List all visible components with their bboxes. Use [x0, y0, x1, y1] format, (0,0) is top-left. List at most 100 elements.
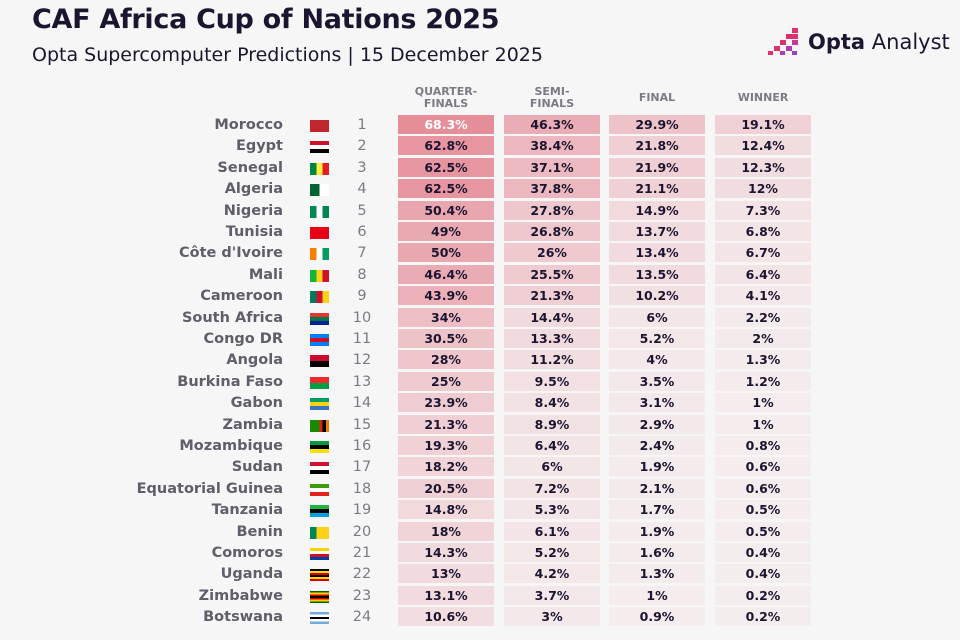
table-row: Uganda 22 13% 4.2% 1.3% 0.4% — [0, 564, 960, 585]
rank: 23 — [352, 587, 372, 604]
probability-cell: 8.9% — [504, 414, 600, 434]
table-row: Algeria 4 62.5% 37.8% 21.1% 12% — [0, 179, 960, 200]
probability-cell: 18.2% — [398, 457, 494, 477]
team-name: Cameroon — [200, 288, 283, 305]
probability-cell: 21.3% — [398, 414, 494, 434]
probability-cell: 68.3% — [398, 115, 494, 134]
probability-cell: 0.5% — [715, 521, 811, 541]
team-flag-icon — [310, 398, 329, 411]
probability-cell: 46.4% — [398, 264, 494, 284]
opta-logo-icon — [768, 28, 798, 55]
team-flag-icon — [310, 505, 329, 518]
team-name: Tanzania — [211, 502, 283, 519]
probability-cell: 1% — [715, 393, 811, 413]
header-winner: WINNER — [737, 91, 789, 104]
probability-cell: 37.1% — [504, 157, 600, 177]
team-flag-icon — [310, 441, 329, 453]
team-flag-icon — [310, 162, 329, 175]
header-semi-finals: SEMI- FINALS — [529, 85, 575, 110]
probability-cell: 49% — [398, 222, 494, 241]
team-flag-icon — [310, 184, 329, 197]
probability-cell: 3.1% — [609, 393, 705, 413]
table-row: Tanzania 19 14.8% 5.3% 1.7% 0.5% — [0, 500, 960, 521]
probability-cell: 1.3% — [609, 564, 705, 584]
probability-cell: 0.4% — [715, 564, 811, 584]
team-flag-icon — [310, 355, 329, 368]
probability-cell: 6.8% — [715, 222, 811, 241]
probability-cell: 5.3% — [504, 500, 600, 520]
rank: 24 — [352, 609, 372, 626]
probability-cell: 21.1% — [609, 179, 705, 199]
team-name: Sudan — [231, 459, 283, 476]
team-flag-icon — [310, 334, 329, 346]
rank: 20 — [352, 523, 372, 540]
rank: 6 — [357, 224, 367, 240]
team-flag-icon — [310, 590, 329, 603]
team-name: Benin — [236, 523, 283, 540]
probability-cell: 2.2% — [715, 307, 811, 327]
team-name: Egypt — [235, 138, 283, 155]
rank: 5 — [357, 202, 367, 219]
team-flag-icon — [310, 227, 329, 239]
probability-cell: 13.3% — [504, 329, 600, 348]
rank: 17 — [352, 459, 372, 476]
probability-cell: 7.3% — [715, 200, 811, 220]
probability-cell: 21.3% — [504, 286, 600, 306]
opta-analyst-logo: Opta Analyst — [768, 28, 950, 56]
table-row: Côte d'Ivoire 7 50% 26% 13.4% 6.7% — [0, 243, 960, 264]
probability-cell: 13% — [398, 564, 494, 584]
probability-cell: 12.4% — [715, 136, 811, 156]
team-flag-icon — [310, 120, 329, 132]
probability-cell: 12.3% — [715, 157, 811, 177]
rank: 7 — [357, 245, 367, 262]
team-flag-icon — [310, 462, 329, 475]
probability-cell: 1.9% — [609, 521, 705, 541]
probability-cell: 11.2% — [504, 350, 600, 370]
probability-cell: 10.2% — [609, 286, 705, 306]
rank: 13 — [352, 373, 372, 390]
probability-cell: 4.2% — [504, 564, 600, 584]
team-flag-icon — [310, 376, 329, 389]
probability-cell: 6% — [504, 457, 600, 477]
team-name: Nigeria — [223, 202, 283, 219]
probability-cell: 37.8% — [504, 179, 600, 199]
team-name: Uganda — [220, 566, 283, 583]
probability-cell: 19.1% — [715, 115, 811, 134]
probability-cell: 13.7% — [609, 222, 705, 241]
team-name: Mali — [248, 266, 283, 283]
rank: 3 — [357, 159, 367, 176]
probability-cell: 2.9% — [609, 414, 705, 434]
probability-cell: 10.6% — [398, 607, 494, 627]
probability-cell: 26% — [504, 243, 600, 263]
team-name: South Africa — [181, 309, 283, 326]
logo-text-regular: Analyst — [865, 30, 950, 54]
rank: 9 — [357, 288, 367, 305]
rank: 16 — [352, 438, 372, 454]
probability-cell: 1.2% — [715, 371, 811, 391]
probability-cell: 20.5% — [398, 478, 494, 498]
probability-cell: 9.5% — [504, 371, 600, 391]
table-row: Benin 20 18% 6.1% 1.9% 0.5% — [0, 521, 960, 543]
team-flag-icon — [310, 419, 329, 432]
team-name: Comoros — [211, 545, 283, 561]
table-row: Zimbabwe 23 13.1% 3.7% 1% 0.2% — [0, 585, 960, 607]
rank: 22 — [352, 566, 372, 583]
team-flag-icon — [310, 483, 329, 496]
header-final: FINAL — [638, 91, 676, 104]
probability-cell: 1.3% — [715, 350, 811, 370]
probability-cell: 50.4% — [398, 200, 494, 220]
rank: 8 — [357, 266, 367, 283]
probability-cell: 26.8% — [504, 222, 600, 241]
team-name: Zambia — [222, 416, 283, 433]
probability-cell: 6.4% — [504, 436, 600, 455]
team-name: Angola — [226, 352, 283, 369]
team-name: Gabon — [230, 395, 283, 412]
team-flag-icon — [310, 248, 329, 261]
page-subtitle: Opta Supercomputer Predictions | 15 Dece… — [32, 44, 543, 66]
team-name: Zimbabwe — [198, 587, 283, 604]
team-flag-icon — [310, 269, 329, 282]
logo-text-bold: Opta — [808, 30, 866, 54]
team-name: Equatorial Guinea — [136, 480, 283, 497]
probability-cell: 46.3% — [504, 115, 600, 134]
table-row: Angola 12 28% 11.2% 4% 1.3% — [0, 350, 960, 371]
